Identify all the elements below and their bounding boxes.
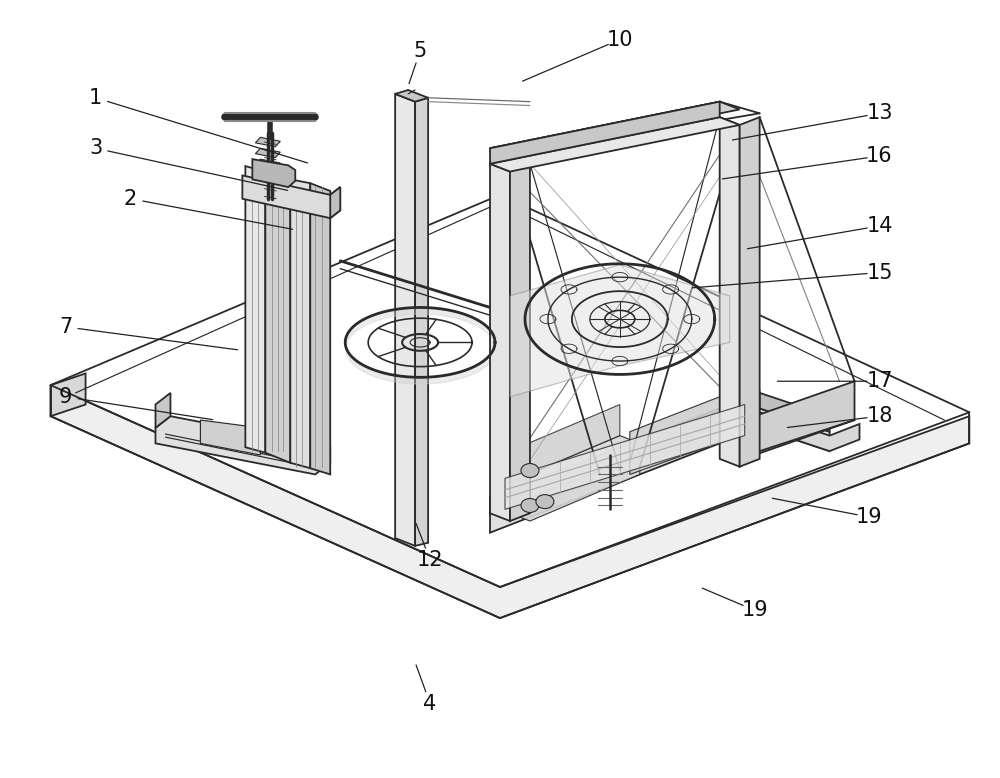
- Polygon shape: [760, 412, 860, 451]
- Polygon shape: [265, 171, 290, 463]
- Polygon shape: [395, 94, 415, 546]
- Text: 13: 13: [866, 103, 893, 123]
- Polygon shape: [490, 164, 510, 521]
- Polygon shape: [720, 117, 740, 467]
- Text: 9: 9: [59, 387, 72, 407]
- Polygon shape: [510, 164, 530, 521]
- Text: 15: 15: [866, 262, 893, 282]
- Polygon shape: [415, 98, 428, 546]
- Text: 7: 7: [59, 317, 72, 337]
- Text: 18: 18: [866, 406, 893, 426]
- Polygon shape: [490, 393, 760, 513]
- Polygon shape: [505, 405, 745, 510]
- Text: 1: 1: [89, 88, 102, 108]
- Polygon shape: [255, 138, 280, 147]
- Text: 14: 14: [866, 216, 893, 236]
- Polygon shape: [255, 149, 280, 158]
- Polygon shape: [290, 179, 310, 468]
- Polygon shape: [51, 373, 86, 416]
- Polygon shape: [510, 405, 620, 482]
- Polygon shape: [490, 102, 720, 164]
- Circle shape: [521, 464, 539, 478]
- Polygon shape: [155, 393, 170, 428]
- Circle shape: [521, 499, 539, 513]
- Polygon shape: [510, 265, 730, 397]
- Polygon shape: [200, 420, 260, 455]
- Text: 19: 19: [856, 507, 883, 527]
- Polygon shape: [51, 385, 969, 618]
- Polygon shape: [740, 117, 760, 467]
- Polygon shape: [245, 166, 265, 453]
- Polygon shape: [760, 393, 830, 432]
- Polygon shape: [252, 159, 295, 187]
- Polygon shape: [255, 170, 280, 179]
- Polygon shape: [255, 159, 280, 169]
- Text: 19: 19: [741, 601, 768, 620]
- Circle shape: [536, 495, 554, 509]
- Text: 10: 10: [607, 30, 633, 50]
- Polygon shape: [395, 90, 428, 102]
- Text: 12: 12: [417, 550, 443, 569]
- Polygon shape: [490, 117, 740, 171]
- Polygon shape: [490, 102, 740, 156]
- Polygon shape: [755, 381, 855, 455]
- Polygon shape: [155, 416, 330, 475]
- Text: 2: 2: [124, 189, 137, 209]
- Polygon shape: [330, 187, 340, 218]
- Text: 4: 4: [423, 693, 437, 713]
- Polygon shape: [310, 183, 330, 475]
- Text: 17: 17: [866, 371, 893, 391]
- Text: 3: 3: [89, 138, 102, 158]
- Text: 5: 5: [413, 41, 427, 61]
- Polygon shape: [510, 436, 640, 521]
- Polygon shape: [490, 408, 830, 533]
- Polygon shape: [630, 389, 760, 475]
- Text: 16: 16: [866, 146, 893, 166]
- Polygon shape: [242, 175, 340, 218]
